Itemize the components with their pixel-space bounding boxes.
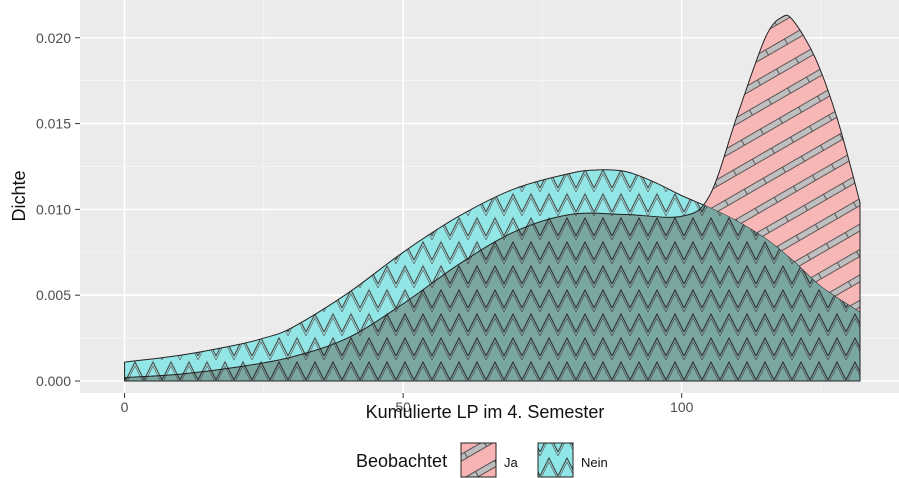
y-tick-label: 0.020 [36, 30, 71, 46]
y-tick-label: 0.010 [36, 201, 71, 217]
legend-label-ja: Ja [504, 455, 519, 470]
legend: Beobachtet Ja Nein [356, 442, 608, 478]
x-axis-title: Kumulierte LP im 4. Semester [366, 402, 605, 422]
x-tick-label: 50 [395, 399, 411, 415]
x-axis: 0 50 100 [121, 393, 694, 415]
density-areas [124, 14, 861, 382]
legend-key-nein [537, 442, 574, 478]
y-axis: 0.000 0.005 0.010 0.015 0.020 [36, 30, 80, 389]
overlap-region [124, 169, 860, 381]
y-axis-title: Dichte [9, 170, 29, 221]
legend-key-ja [460, 442, 497, 478]
x-tick-label: 0 [121, 399, 129, 415]
y-tick-label: 0.015 [36, 116, 71, 132]
density-area-overlap [124, 169, 860, 381]
legend-label-nein: Nein [581, 455, 608, 470]
legend-title: Beobachtet [356, 451, 447, 471]
y-tick-label: 0.005 [36, 287, 71, 303]
y-tick-label: 0.000 [36, 373, 71, 389]
x-tick-label: 100 [670, 399, 694, 415]
